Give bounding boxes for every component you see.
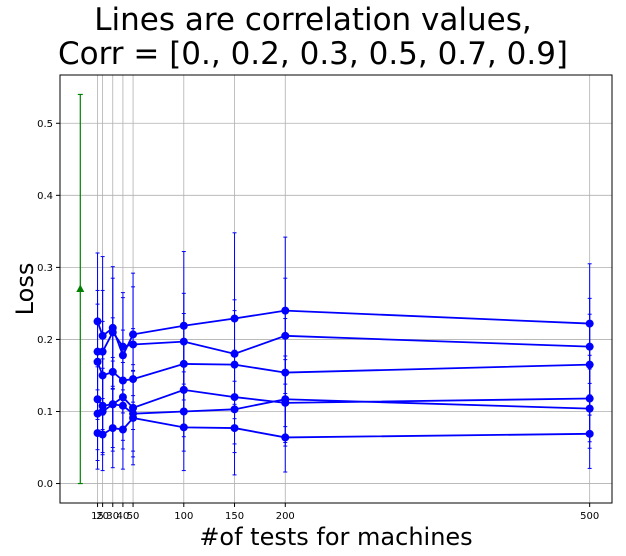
grid-lines [60,75,612,503]
data-point [281,433,290,442]
x-tick-label: 100 [174,511,193,522]
data-point [281,395,290,404]
x-tick-label: 200 [276,511,295,522]
chart-title-line-2: Corr = [0., 0.2, 0.3, 0.5, 0.7, 0.9] [57,36,569,72]
series-line [96,309,590,358]
data-point [108,424,117,433]
data-point [98,430,107,439]
y-axis-label: Loss [11,263,39,316]
reference-point-marker [76,284,85,292]
data-point [230,424,239,433]
x-tick-label: 15 [91,511,104,522]
series-0 [93,232,594,416]
y-tick-label: 0.1 [37,407,53,418]
series-line [96,388,590,409]
x-axis-label: #of tests for machines [199,523,472,551]
plot-frame [59,74,613,504]
series-5 [93,370,594,476]
series-line [96,361,590,382]
y-tick-label: 0.0 [37,479,53,490]
x-tick-label: 30 [106,511,119,522]
series-line [97,330,590,355]
x-tick-label: 50 [127,511,140,522]
y-tick-label: 0.2 [37,335,53,346]
y-tick-label: 0.4 [37,191,53,202]
chart-title-line-1: Lines are correlation values, [94,2,532,38]
y-tick-label: 0.3 [37,263,53,274]
data-point [179,423,188,432]
x-tick-label: 500 [580,511,599,522]
data-point [118,425,127,434]
x-tick-label: 40 [117,511,130,522]
x-tick-label: 150 [225,511,244,522]
data-point [129,413,138,422]
series-1 [93,277,594,414]
data-point [585,429,594,438]
y-tick-label: 0.5 [37,119,53,130]
x-tick-label: 20 [96,511,109,522]
series-line [97,416,590,439]
data-marks [76,93,594,485]
